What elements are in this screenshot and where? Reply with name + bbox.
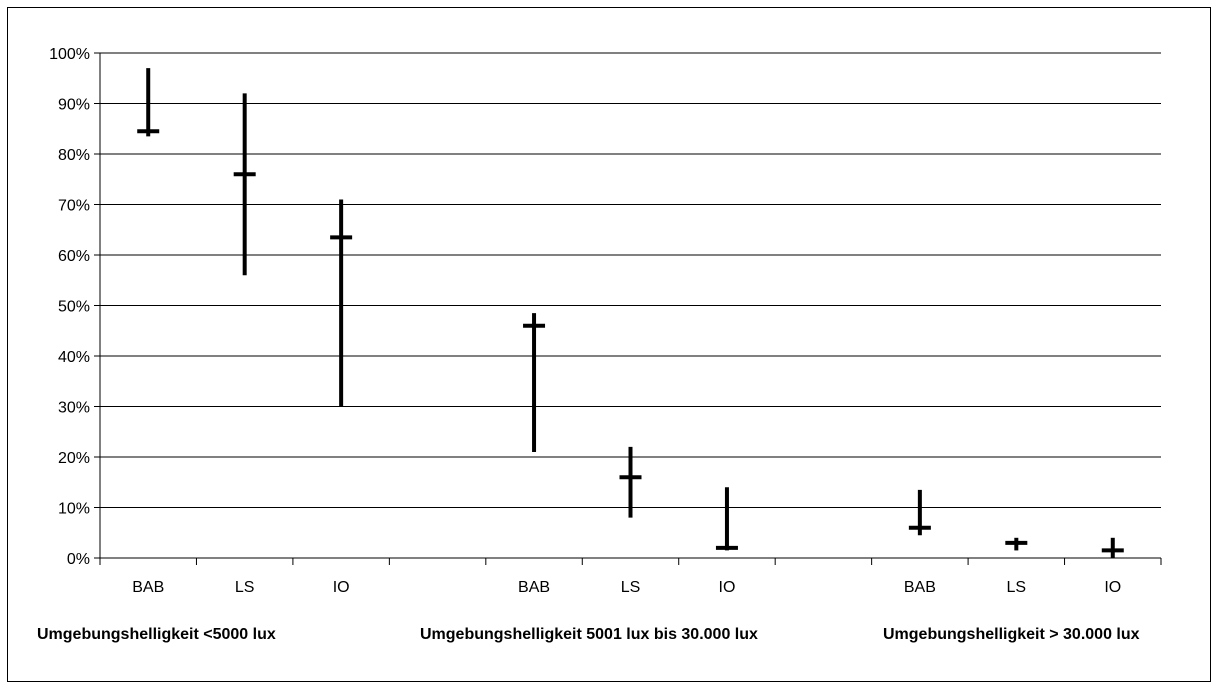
y-tick-label: 50%	[58, 299, 90, 316]
y-tick-label: 100%	[49, 46, 90, 63]
y-tick-label: 20%	[58, 450, 90, 467]
y-tick-label: 70%	[58, 198, 90, 215]
y-tick-label: 0%	[67, 551, 90, 568]
group-label: Umgebungshelligkeit <5000 lux	[37, 626, 276, 643]
y-tick-label: 60%	[58, 248, 90, 265]
x-category-label: BAB	[132, 579, 164, 596]
x-category-label: LS	[235, 579, 255, 596]
chart-frame	[7, 7, 1211, 682]
y-tick-label: 30%	[58, 400, 90, 417]
x-category-label: IO	[333, 579, 350, 596]
y-tick-label: 40%	[58, 349, 90, 366]
y-tick-label: 90%	[58, 97, 90, 114]
y-tick-label: 80%	[58, 147, 90, 164]
x-category-label: BAB	[904, 579, 936, 596]
x-category-label: IO	[719, 579, 736, 596]
y-tick-label: 10%	[58, 501, 90, 518]
x-category-label: BAB	[518, 579, 550, 596]
x-category-label: LS	[1007, 579, 1027, 596]
x-category-label: LS	[621, 579, 641, 596]
group-label: Umgebungshelligkeit > 30.000 lux	[883, 626, 1140, 643]
group-label: Umgebungshelligkeit 5001 lux bis 30.000 …	[420, 626, 758, 643]
x-category-label: IO	[1104, 579, 1121, 596]
